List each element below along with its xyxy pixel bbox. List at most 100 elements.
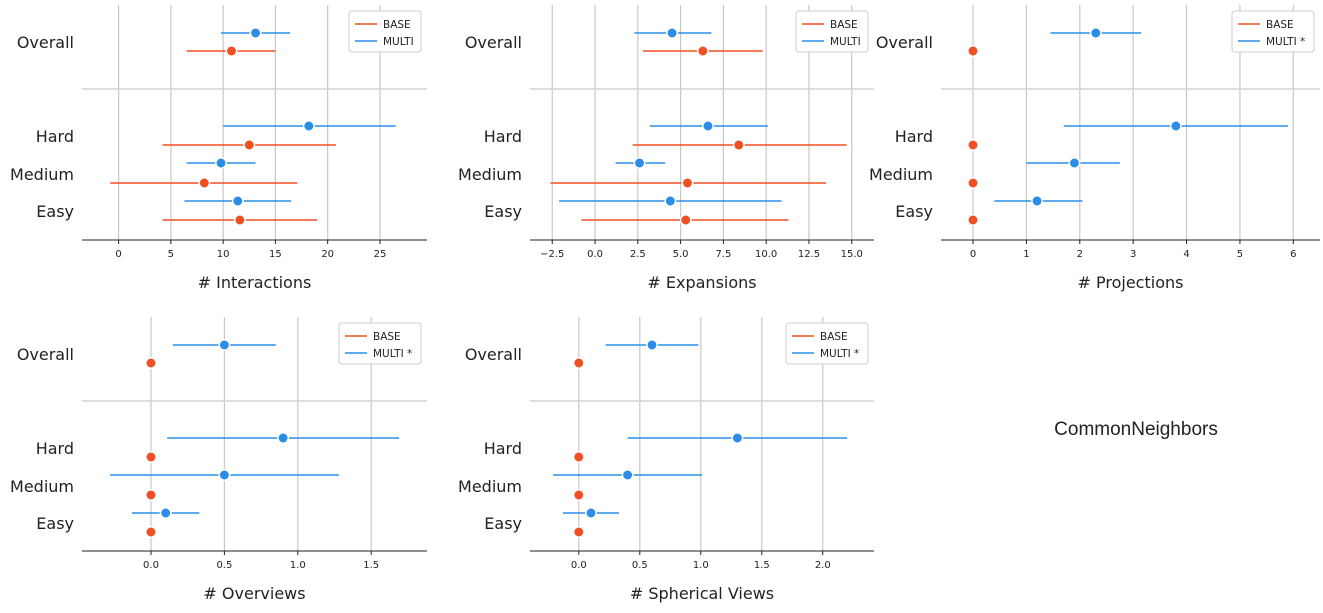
category-label-easy: Easy bbox=[484, 514, 522, 533]
x-tick-label: 5 bbox=[168, 249, 174, 260]
category-label-overall: Overall bbox=[876, 33, 933, 52]
x-tick-label: 12.5 bbox=[798, 249, 820, 260]
x-tick-label: 7.5 bbox=[715, 249, 731, 260]
x-tick-label: 3 bbox=[1130, 249, 1136, 260]
legend: BASE MULTI * bbox=[1231, 10, 1315, 53]
base-point-hard bbox=[145, 451, 157, 463]
legend-label-multi: MULTI bbox=[383, 36, 414, 48]
multi-point-hard bbox=[702, 120, 714, 132]
multi-point-hard bbox=[1169, 120, 1182, 132]
base-point-medium bbox=[572, 489, 585, 501]
base-point-overall bbox=[967, 45, 979, 57]
legend: BASE MULTI bbox=[795, 10, 869, 53]
legend-label-base: BASE bbox=[820, 331, 848, 343]
category-label-overall: Overall bbox=[465, 345, 522, 364]
x-tick-label: 5 bbox=[1237, 249, 1243, 260]
x-tick-label: 6 bbox=[1290, 249, 1296, 260]
category-label-overall: Overall bbox=[17, 345, 74, 364]
chart-annotation: CommonNeighbors bbox=[1054, 419, 1218, 440]
x-tick-label: 25 bbox=[374, 249, 387, 260]
category-label-medium: Medium bbox=[10, 165, 74, 184]
x-tick-label: 0.0 bbox=[587, 249, 603, 260]
legend-label-multi: MULTI * bbox=[373, 348, 412, 360]
x-tick-label: 0.5 bbox=[216, 560, 232, 571]
base-point-easy bbox=[233, 214, 246, 226]
base-point-medium bbox=[681, 177, 694, 189]
legend: BASE MULTI bbox=[348, 10, 422, 53]
x-tick-label: 2.0 bbox=[815, 560, 831, 571]
legend-label-base: BASE bbox=[373, 331, 401, 343]
category-label-easy: Easy bbox=[895, 202, 933, 221]
x-tick-label: 0.5 bbox=[632, 560, 648, 571]
legend-label-base: BASE bbox=[1266, 19, 1294, 31]
chart-panel-3: 0 1 2 3 4 5 6 # Projections Overall Hard Medium Eas… bbox=[869, 5, 1320, 292]
x-axis-label: # Overviews bbox=[203, 584, 305, 603]
chart-panel-5: 0.0 0.5 1.0 1.5 2.0 # Spherical Views Overall H… bbox=[458, 317, 874, 603]
multi-point-overall bbox=[666, 27, 678, 39]
x-tick-label: 2 bbox=[1077, 249, 1083, 260]
x-tick-label: 1 bbox=[1023, 249, 1029, 260]
multi-point-medium bbox=[218, 469, 231, 481]
x-tick-label: 0.0 bbox=[571, 560, 587, 571]
x-tick-label: 1.5 bbox=[754, 560, 770, 571]
category-label-medium: Medium bbox=[458, 477, 522, 496]
x-tick-label: 10.0 bbox=[755, 249, 777, 260]
x-axis-label: # Expansions bbox=[647, 273, 756, 292]
legend-label-base: BASE bbox=[830, 19, 858, 31]
multi-point-easy bbox=[159, 507, 172, 519]
x-tick-label: 4 bbox=[1183, 249, 1189, 260]
multi-point-hard bbox=[277, 432, 290, 444]
legend: BASE MULTI * bbox=[338, 322, 422, 365]
base-point-medium bbox=[967, 177, 979, 189]
base-point-medium bbox=[145, 489, 157, 501]
multi-point-medium bbox=[633, 157, 646, 169]
x-tick-label: 15 bbox=[269, 249, 282, 260]
legend-label-multi: MULTI bbox=[830, 36, 861, 48]
base-point-easy bbox=[967, 214, 979, 226]
x-tick-label: −2.5 bbox=[540, 249, 564, 260]
base-point-easy bbox=[679, 214, 692, 226]
multi-point-medium bbox=[621, 469, 634, 481]
category-label-overall: Overall bbox=[465, 33, 522, 52]
x-axis-label: # Projections bbox=[1078, 273, 1184, 292]
category-label-medium: Medium bbox=[869, 165, 933, 184]
category-label-easy: Easy bbox=[36, 514, 74, 533]
multi-point-hard bbox=[302, 120, 315, 132]
multi-point-overall bbox=[646, 339, 658, 351]
base-point-medium bbox=[198, 177, 211, 189]
base-point-hard bbox=[572, 451, 585, 463]
multi-point-hard bbox=[731, 432, 744, 444]
base-point-hard bbox=[732, 139, 745, 151]
category-label-overall: Overall bbox=[17, 33, 74, 52]
base-point-overall bbox=[696, 45, 709, 57]
category-label-easy: Easy bbox=[484, 202, 522, 221]
category-label-hard: Hard bbox=[895, 127, 933, 146]
base-point-overall bbox=[572, 357, 585, 369]
multi-point-overall bbox=[1089, 27, 1102, 39]
multi-point-easy bbox=[664, 195, 677, 207]
multi-point-easy bbox=[1031, 195, 1044, 207]
x-tick-label: 1.5 bbox=[363, 560, 379, 571]
category-label-hard: Hard bbox=[36, 439, 74, 458]
x-axis-label: # Interactions bbox=[198, 273, 312, 292]
legend-label-multi: MULTI * bbox=[1266, 36, 1305, 48]
base-point-overall bbox=[225, 45, 238, 57]
base-point-easy bbox=[572, 526, 585, 538]
x-tick-label: 1.0 bbox=[290, 560, 306, 571]
base-point-hard bbox=[967, 139, 979, 151]
base-point-easy bbox=[145, 526, 157, 538]
legend-label-base: BASE bbox=[383, 19, 411, 31]
x-tick-label: 10 bbox=[217, 249, 230, 260]
category-label-medium: Medium bbox=[10, 477, 74, 496]
charts-layer: 0 5 10 15 20 25# InteractionsOverallHardMediu… bbox=[10, 5, 1320, 603]
multi-point-easy bbox=[585, 507, 597, 519]
multi-point-medium bbox=[215, 157, 227, 169]
base-point-hard bbox=[243, 139, 256, 151]
legend-label-multi: MULTI * bbox=[820, 348, 859, 360]
x-tick-label: 0 bbox=[115, 249, 121, 260]
chart-panel-4: 0.0 0.5 1.0 1.5 # Overviews Overall Hard Medium… bbox=[10, 317, 427, 603]
multi-point-overall bbox=[249, 27, 262, 39]
category-label-hard: Hard bbox=[484, 127, 522, 146]
x-tick-label: 0.0 bbox=[143, 560, 159, 571]
